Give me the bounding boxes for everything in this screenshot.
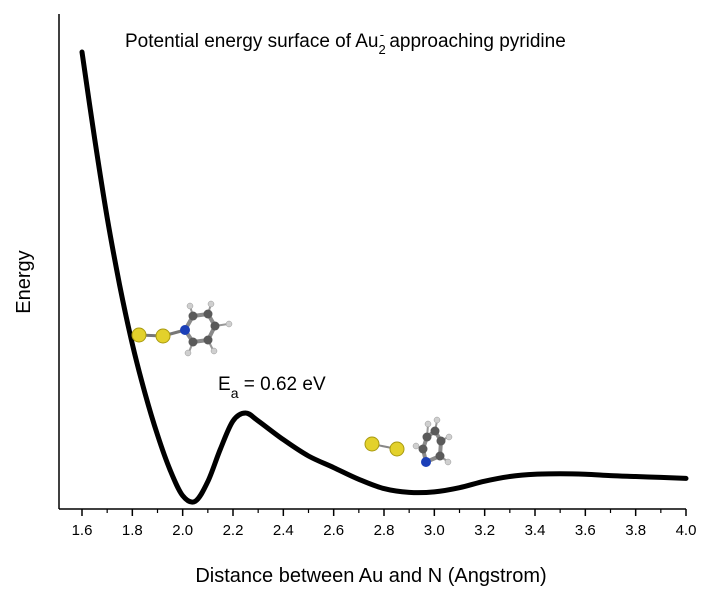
x-tick-label: 1.8 bbox=[122, 522, 143, 539]
title-prefix: Potential energy surface of Au bbox=[125, 31, 379, 52]
x-tick-label: 3.8 bbox=[625, 522, 646, 539]
y-axis-title: Energy bbox=[13, 250, 35, 313]
x-tick-label: 2.6 bbox=[323, 522, 344, 539]
x-tick-label: 3.4 bbox=[525, 522, 546, 539]
title-superscript: - bbox=[380, 27, 384, 42]
ea-main: E bbox=[218, 374, 231, 395]
title-suffix: approaching pyridine bbox=[384, 31, 566, 52]
title-subscript: 2 bbox=[379, 42, 386, 57]
molecule-au2-pyridine-separated-icon bbox=[364, 416, 453, 467]
molecule-au2-pyridine-bound-icon bbox=[131, 300, 233, 357]
ea-value: = 0.62 eV bbox=[238, 374, 325, 395]
x-tick-label: 3.6 bbox=[575, 522, 596, 539]
x-tick-label: 1.6 bbox=[72, 522, 93, 539]
x-tick-label: 2.4 bbox=[273, 522, 294, 539]
x-tick-label: 3.0 bbox=[424, 522, 445, 539]
x-ticks: 1.6 1.8 2.0 2.2 2.4 2.6 2.8 3.0 3.2 3.4 3.6 3.8 4.0 bbox=[72, 509, 697, 539]
x-tick-label: 3.2 bbox=[474, 522, 495, 539]
ea-subscript: a bbox=[231, 385, 239, 401]
chart-title: Potential energy surface of Au2- approac… bbox=[125, 27, 566, 57]
x-tick-label: 2.2 bbox=[223, 522, 244, 539]
energy-curve-line bbox=[79, 49, 689, 505]
x-tick-label: 2.0 bbox=[172, 522, 193, 539]
activation-energy-label: Ea = 0.62 eV bbox=[218, 374, 326, 401]
x-tick-label: 4.0 bbox=[676, 522, 697, 539]
x-axis-title: Distance between Au and N (Angstrom) bbox=[195, 565, 546, 587]
x-tick-label: 2.8 bbox=[374, 522, 395, 539]
